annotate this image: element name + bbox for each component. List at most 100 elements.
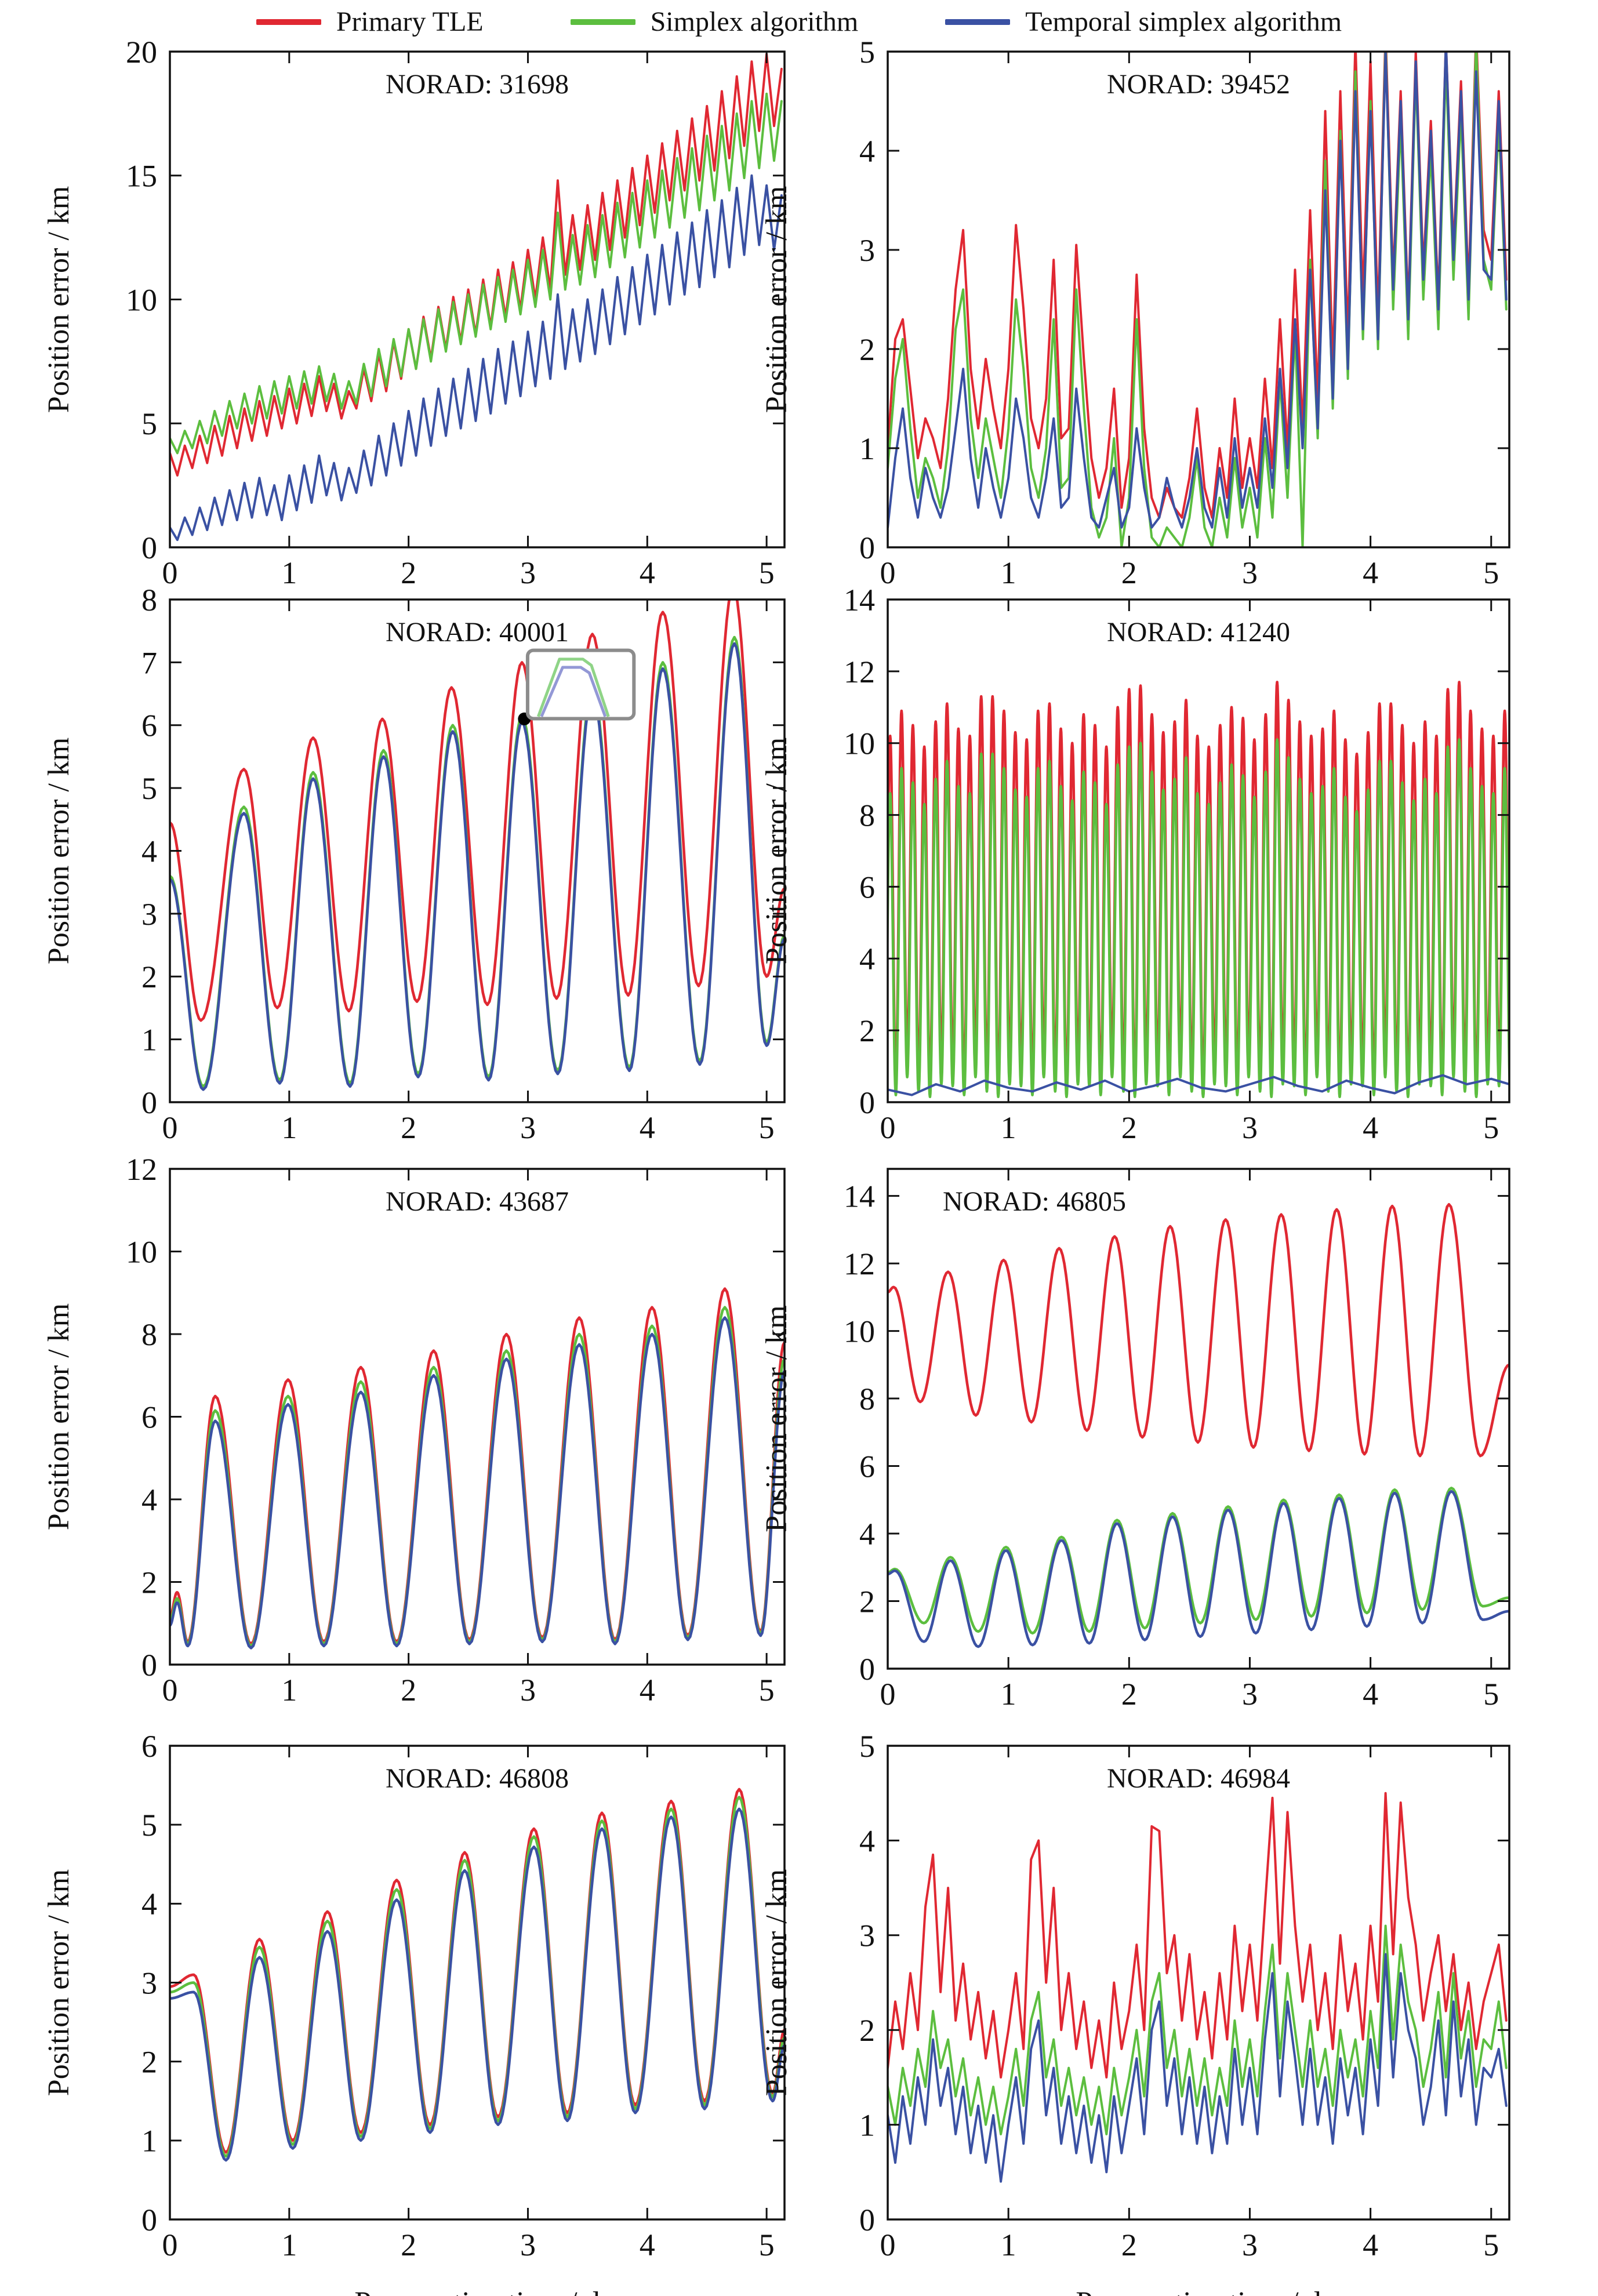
chart-title: NORAD: 46808 <box>386 1763 569 1794</box>
y-tick-label: 12 <box>844 1247 875 1281</box>
chart-svg: 0 1 2 3 4 5 0 1 2 3 4 5 NORAD: 46984 Position error /… <box>760 1729 1510 2296</box>
x-tick-label: 2 <box>401 1110 416 1145</box>
x-tick-label: 1 <box>1001 2228 1016 2262</box>
y-tick-label: 0 <box>859 1085 875 1120</box>
x-tick-label: 1 <box>1001 555 1016 590</box>
x-tick-label: 5 <box>1483 1110 1499 1145</box>
y-tick-label: 8 <box>141 1317 157 1352</box>
legend-line-blue-icon <box>945 19 1011 25</box>
x-axis-label: Propagation time / d <box>1076 2286 1321 2296</box>
plot-area <box>888 1792 1508 2183</box>
series-simplex-algorithm <box>888 738 1509 1098</box>
x-tick-label: 5 <box>759 2228 775 2262</box>
x-tick-label: 0 <box>162 555 178 590</box>
y-tick-label: 0 <box>141 531 157 565</box>
series-simplex-algorithm <box>888 1924 1508 2135</box>
chart-title: NORAD: 46984 <box>1107 1763 1290 1794</box>
y-axis-label: Position error / km <box>42 738 75 964</box>
plot-area <box>170 1788 785 2162</box>
y-tick-label: 6 <box>859 870 875 904</box>
zoom-inset <box>525 648 636 721</box>
y-tick-label: 12 <box>844 655 875 689</box>
y-tick-label: 2 <box>859 332 875 367</box>
y-tick-label: 8 <box>859 798 875 833</box>
y-tick-label: 10 <box>126 282 157 317</box>
x-tick-label: 3 <box>1242 1677 1258 1712</box>
x-tick-label: 0 <box>880 2228 896 2262</box>
y-tick-label: 10 <box>844 726 875 761</box>
y-tick-label: 8 <box>859 1382 875 1416</box>
y-tick-label: 3 <box>141 1966 157 2000</box>
x-tick-label: 1 <box>1001 1677 1016 1712</box>
plot-area <box>170 600 785 1091</box>
x-tick-label: 4 <box>640 1110 655 1145</box>
plot-area <box>170 53 783 542</box>
series-temporal-simplex-algorithm <box>888 1490 1509 1648</box>
y-tick-label: 3 <box>859 233 875 268</box>
y-axis-label: Position error / km <box>760 738 793 964</box>
x-tick-label: 2 <box>1121 1677 1137 1712</box>
y-tick-label: 1 <box>141 2124 157 2159</box>
x-tick-label: 5 <box>1483 555 1499 590</box>
chart-norad-39452: 0 1 2 3 4 5 0 1 2 3 4 5 NORAD: 39452 Position error /… <box>741 35 1553 594</box>
chart-title: NORAD: 39452 <box>1107 69 1290 100</box>
y-tick-label: 2 <box>141 1565 157 1600</box>
x-tick-label: 2 <box>401 2228 416 2262</box>
x-tick-label: 0 <box>880 555 896 590</box>
legend-line-green-icon <box>570 19 635 25</box>
y-tick-label: 4 <box>141 834 157 869</box>
chart-norad-46808: 0 1 2 3 4 5 0 1 2 3 4 5 6 NORAD: 46808 Position error … <box>23 1729 812 2296</box>
series-temporal-simplex-algorithm <box>170 1807 785 2162</box>
y-tick-label: 2 <box>859 1013 875 1048</box>
x-tick-label: 2 <box>1121 555 1137 590</box>
chart-svg: 0 1 2 3 4 5 0 1 2 3 4 5 NORAD: 39452 Position error /… <box>760 35 1510 590</box>
series-primary-tle <box>170 600 785 1022</box>
y-axis-label: Position error / km <box>42 1869 75 2096</box>
legend: Primary TLE Simplex algorithm Temporal s… <box>0 6 1598 38</box>
x-tick-label: 1 <box>1001 1110 1016 1145</box>
series-temporal-simplex-algorithm <box>888 1074 1509 1096</box>
x-tick-label: 2 <box>1121 2228 1137 2262</box>
x-tick-label: 4 <box>640 2228 655 2262</box>
y-tick-label: 0 <box>859 2203 875 2237</box>
chart-title: NORAD: 46805 <box>943 1186 1126 1217</box>
x-tick-label: 0 <box>880 1677 896 1712</box>
plot-area <box>888 52 1508 547</box>
chart-title: NORAD: 41240 <box>1107 617 1290 648</box>
y-axis-label: Position error / km <box>42 1303 75 1530</box>
y-tick-label: 6 <box>859 1449 875 1484</box>
y-tick-label: 12 <box>126 1152 157 1187</box>
legend-item-temporal-simplex: Temporal simplex algorithm <box>945 6 1342 38</box>
chart-norad-31698: 0 1 2 3 4 5 0 5 10 15 20 NORAD: 31698 Position error… <box>23 35 812 594</box>
x-tick-label: 4 <box>640 1673 655 1708</box>
y-tick-label: 5 <box>859 1729 875 1764</box>
x-tick-label: 2 <box>401 555 416 590</box>
series-temporal-simplex-algorithm <box>888 52 1508 529</box>
x-tick-label: 3 <box>520 1673 536 1708</box>
x-tick-label: 0 <box>162 1673 178 1708</box>
chart-norad-40001: 0 1 2 3 4 5 0 1 2 3 4 5 6 7 8 NORAD: 40001 Position erro… <box>23 583 812 1159</box>
y-tick-label: 5 <box>141 771 157 806</box>
x-tick-label: 4 <box>1363 1677 1378 1712</box>
y-tick-label: 1 <box>859 2108 875 2143</box>
y-tick-label: 14 <box>844 1179 875 1214</box>
y-tick-label: 1 <box>859 431 875 466</box>
y-tick-label: 0 <box>141 2203 157 2237</box>
x-tick-label: 5 <box>1483 1677 1499 1712</box>
y-tick-label: 3 <box>859 1919 875 1953</box>
x-tick-label: 1 <box>281 2228 297 2262</box>
series-simplex-algorithm <box>170 635 785 1088</box>
x-tick-label: 0 <box>880 1110 896 1145</box>
legend-line-red-icon <box>256 19 321 25</box>
chart-norad-46805: 0 1 2 3 4 5 0 2 4 6 8 10 12 14 NORAD: 46805 Position er… <box>741 1160 1553 1734</box>
y-axis-label: Position error / km <box>760 186 793 413</box>
y-tick-label: 1 <box>141 1023 157 1058</box>
x-tick-label: 4 <box>1363 2228 1378 2262</box>
x-tick-label: 5 <box>759 1110 775 1145</box>
chart-svg: 0 1 2 3 4 5 0 1 2 3 4 5 6 7 8 NORAD: 40001 Position erro… <box>42 583 786 1145</box>
chart-svg: 0 1 2 3 4 5 0 1 2 3 4 5 6 NORAD: 46808 Position error … <box>42 1729 786 2296</box>
x-tick-label: 0 <box>162 1110 178 1145</box>
